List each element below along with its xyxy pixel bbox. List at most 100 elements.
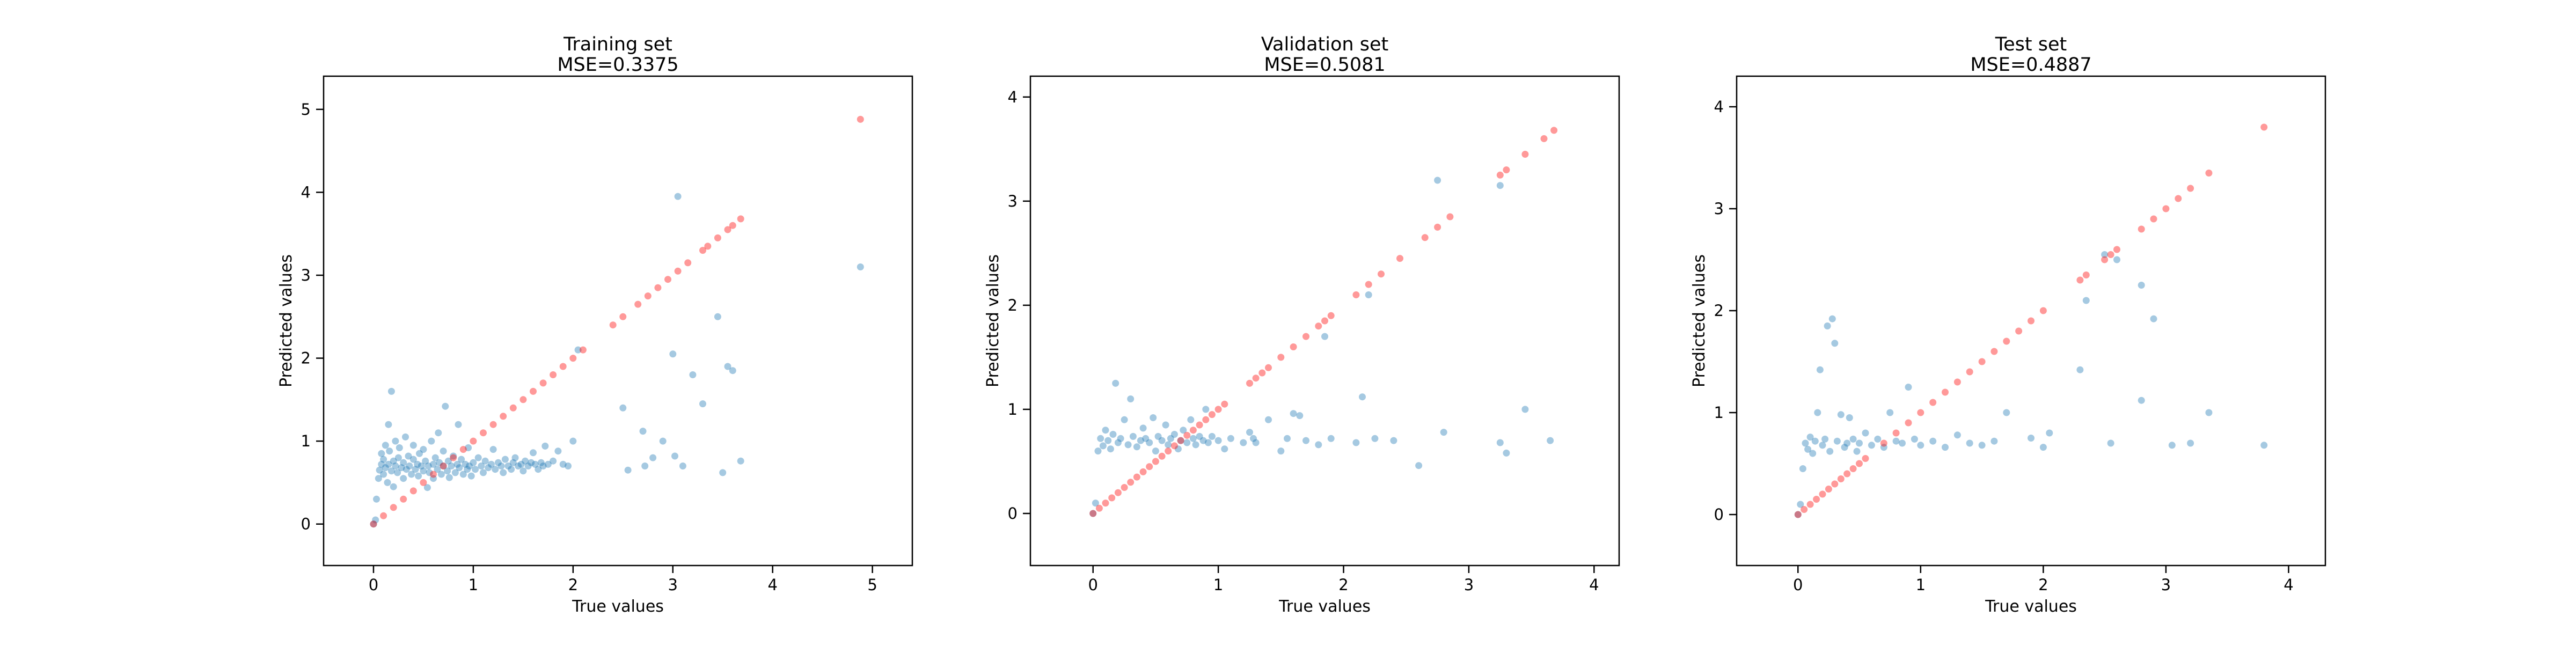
y-tick-label: 1 bbox=[1008, 400, 1018, 419]
predicted-point bbox=[641, 463, 649, 469]
predicted-point bbox=[1112, 379, 1119, 387]
predicted-point bbox=[679, 463, 686, 469]
predicted-point bbox=[522, 457, 529, 465]
true-point bbox=[459, 446, 467, 453]
predicted-point bbox=[2260, 442, 2268, 449]
true-point bbox=[1801, 506, 1808, 513]
true-point bbox=[1121, 484, 1128, 491]
true-point bbox=[1806, 501, 1814, 508]
predicted-point bbox=[428, 437, 435, 445]
predicted-point bbox=[1265, 416, 1272, 423]
predicted-point bbox=[408, 471, 415, 478]
predicted-point bbox=[450, 452, 457, 460]
true-point bbox=[1177, 437, 1184, 444]
y-axis-label: Predicted values bbox=[277, 254, 296, 387]
true-point bbox=[737, 215, 744, 223]
predicted-point bbox=[423, 484, 431, 491]
series-predicted bbox=[370, 193, 864, 528]
predicted-point bbox=[430, 460, 437, 468]
predicted-point bbox=[444, 467, 451, 475]
x-tick-label: 2 bbox=[568, 576, 578, 594]
predicted-point bbox=[425, 463, 432, 469]
y-axis-label: Predicted values bbox=[1690, 254, 1709, 387]
predicted-point bbox=[504, 463, 512, 469]
predicted-point bbox=[402, 433, 409, 441]
predicted-point bbox=[1302, 437, 1309, 444]
predicted-point bbox=[519, 467, 527, 475]
predicted-point bbox=[1831, 340, 1839, 347]
y-tick-label: 4 bbox=[1008, 88, 1018, 106]
predicted-point bbox=[737, 457, 744, 465]
true-point bbox=[480, 429, 487, 437]
x-tick-label: 0 bbox=[369, 576, 378, 594]
y-tick-label: 1 bbox=[301, 432, 311, 450]
predicted-point bbox=[1816, 366, 1824, 373]
predicted-point bbox=[1208, 432, 1216, 440]
predicted-point bbox=[524, 463, 532, 469]
true-point bbox=[500, 413, 507, 420]
predicted-point bbox=[1146, 439, 1153, 446]
predicted-point bbox=[1390, 437, 1397, 444]
predicted-point bbox=[434, 466, 441, 473]
plot-frame bbox=[1736, 75, 2326, 567]
chart-subtitle: MSE=0.3375 bbox=[557, 54, 678, 76]
predicted-point bbox=[1187, 416, 1195, 423]
predicted-point bbox=[674, 193, 682, 200]
predicted-point bbox=[1797, 501, 1804, 508]
predicted-point bbox=[497, 463, 505, 469]
predicted-point bbox=[2187, 439, 2194, 447]
predicted-point bbox=[390, 457, 397, 465]
predicted-point bbox=[1214, 437, 1222, 444]
predicted-point bbox=[535, 466, 542, 473]
predicted-point bbox=[1114, 439, 1122, 446]
y-tick-label: 4 bbox=[1714, 98, 1724, 116]
predicted-point bbox=[1911, 435, 1918, 443]
chart-subtitle: MSE=0.5081 bbox=[1264, 54, 1385, 76]
true-point bbox=[1856, 460, 1863, 467]
predicted-point bbox=[464, 466, 471, 473]
predicted-point bbox=[1521, 406, 1529, 413]
predicted-point bbox=[1352, 439, 1360, 446]
predicted-point bbox=[724, 363, 731, 370]
true-point bbox=[470, 437, 477, 445]
predicted-point bbox=[436, 459, 443, 466]
true-point bbox=[1825, 486, 1832, 493]
predicted-point bbox=[669, 350, 677, 358]
true-point bbox=[450, 454, 457, 461]
predicted-point bbox=[639, 428, 647, 435]
x-tick-label: 0 bbox=[1793, 576, 1803, 594]
y-tick-label: 0 bbox=[301, 515, 311, 533]
true-point bbox=[1302, 333, 1309, 340]
predicted-point bbox=[671, 452, 678, 460]
predicted-point bbox=[2168, 442, 2176, 449]
predicted-point bbox=[458, 456, 465, 463]
predicted-point bbox=[2138, 397, 2145, 404]
predicted-point bbox=[2101, 251, 2109, 258]
true-point bbox=[1978, 358, 1986, 365]
predicted-point bbox=[375, 475, 382, 482]
true-point bbox=[1365, 281, 1372, 288]
predicted-point bbox=[1833, 437, 1841, 445]
predicted-point bbox=[649, 454, 657, 461]
true-point bbox=[1446, 213, 1454, 221]
predicted-point bbox=[1250, 435, 1257, 442]
predicted-point bbox=[481, 457, 489, 465]
predicted-point bbox=[467, 472, 475, 480]
true-point bbox=[1496, 171, 1504, 179]
predicted-point bbox=[1221, 445, 1228, 453]
true-point bbox=[409, 487, 417, 495]
true-point bbox=[2082, 271, 2090, 278]
true-point bbox=[609, 321, 617, 329]
predicted-point bbox=[456, 464, 463, 472]
predicted-point bbox=[1092, 500, 1099, 507]
true-point bbox=[1819, 490, 1826, 498]
predicted-point bbox=[392, 437, 399, 445]
predicted-point bbox=[453, 460, 461, 468]
predicted-point bbox=[1170, 431, 1178, 438]
predicted-point bbox=[435, 429, 442, 437]
predicted-point bbox=[382, 464, 389, 472]
predicted-point bbox=[1117, 435, 1124, 442]
predicted-point bbox=[1917, 442, 1924, 449]
